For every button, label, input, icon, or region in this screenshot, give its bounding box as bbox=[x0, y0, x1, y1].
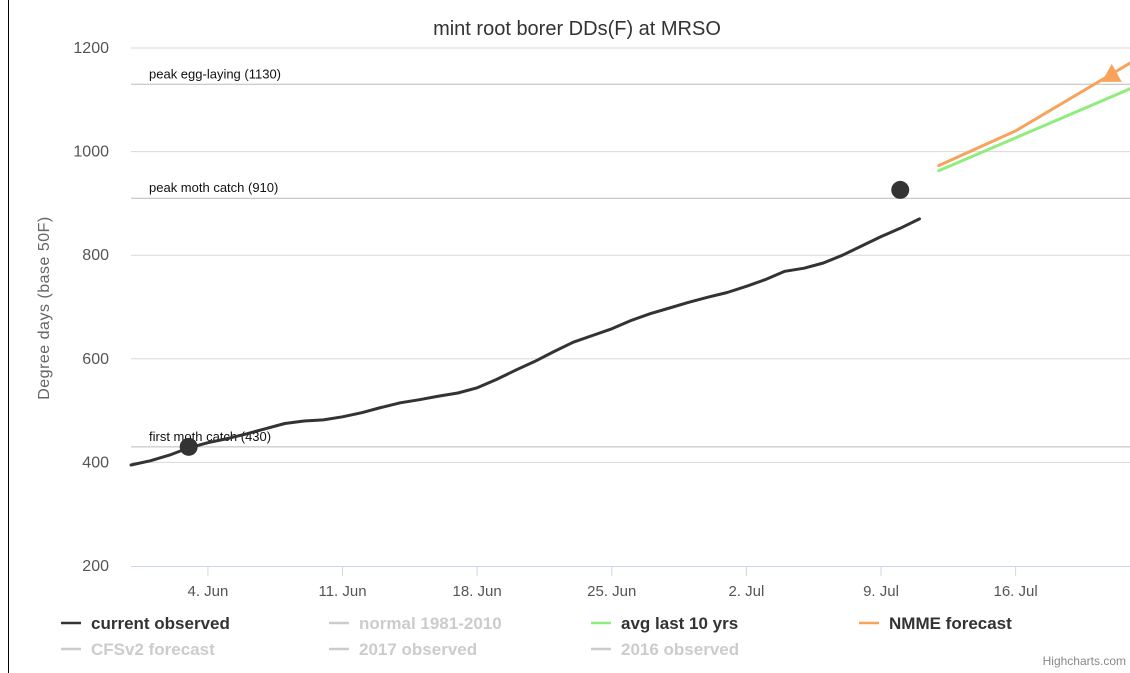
y-tick-label: 200 bbox=[82, 558, 109, 575]
threshold-label: peak egg-laying (1130) bbox=[149, 66, 281, 81]
legend-item-label[interactable]: CFSv2 forecast bbox=[91, 640, 215, 659]
x-tick-label: 16. Jul bbox=[994, 583, 1038, 600]
chart-svg: mint root borer DDs(F) at MRSO 200 400 600… bbox=[36, 18, 1130, 668]
y-tick-label: 800 bbox=[82, 247, 109, 264]
chart-title: mint root borer DDs(F) at MRSO bbox=[433, 18, 721, 40]
y-tick-label: 600 bbox=[82, 351, 109, 368]
y-tick-label: 1000 bbox=[73, 144, 109, 161]
data-point-marker[interactable] bbox=[891, 180, 910, 199]
legend: current observed normal 1981-2010 avg last… bbox=[61, 614, 1012, 659]
y-tick-label: 1200 bbox=[73, 40, 109, 57]
legend-item-label[interactable]: 2017 observed bbox=[359, 640, 477, 659]
y-axis-ticks: 200 400 600 800 1000 1200 bbox=[73, 40, 109, 575]
x-tick-label: 25. Jun bbox=[587, 583, 636, 600]
x-tick-label: 11. Jun bbox=[318, 583, 366, 600]
series-group bbox=[129, 61, 1130, 467]
x-axis: 4. Jun 11. Jun 18. Jun 25. Jun 2. Jul 9. Jul 1… bbox=[131, 566, 1130, 600]
legend-item-label[interactable]: current observed bbox=[91, 614, 230, 633]
series-line-avg-last-10-yrs bbox=[937, 87, 1130, 173]
grid-lines bbox=[131, 47, 1130, 463]
plot-lines: first moth catch (430) peak moth catch (9… bbox=[131, 66, 1130, 448]
series-line-nmme-forecast bbox=[937, 61, 1130, 168]
legend-item-label[interactable]: avg last 10 yrs bbox=[621, 614, 738, 633]
series-line-current-observed bbox=[129, 217, 921, 467]
legend-item-label[interactable]: NMME forecast bbox=[889, 614, 1012, 633]
markers-group bbox=[179, 63, 1122, 456]
data-point-marker[interactable] bbox=[179, 437, 198, 456]
y-axis-title: Degree days (base 50F) bbox=[36, 216, 53, 400]
credits-link[interactable]: Highcharts.com bbox=[1043, 654, 1126, 668]
chart-container: mint root borer DDs(F) at MRSO 200 400 600… bbox=[8, 0, 1130, 673]
threshold-label: peak moth catch (910) bbox=[149, 180, 278, 195]
x-tick-label: 9. Jul bbox=[863, 583, 899, 600]
threshold-label: first moth catch (430) bbox=[149, 429, 271, 444]
legend-item-label[interactable]: 2016 observed bbox=[621, 640, 739, 659]
x-tick-label: 18. Jun bbox=[453, 583, 502, 600]
x-tick-label: 2. Jul bbox=[728, 583, 764, 600]
x-tick-label: 4. Jun bbox=[187, 583, 228, 600]
legend-item-label[interactable]: normal 1981-2010 bbox=[359, 614, 502, 633]
forecast-marker[interactable] bbox=[1101, 63, 1122, 82]
y-tick-label: 400 bbox=[82, 454, 109, 471]
